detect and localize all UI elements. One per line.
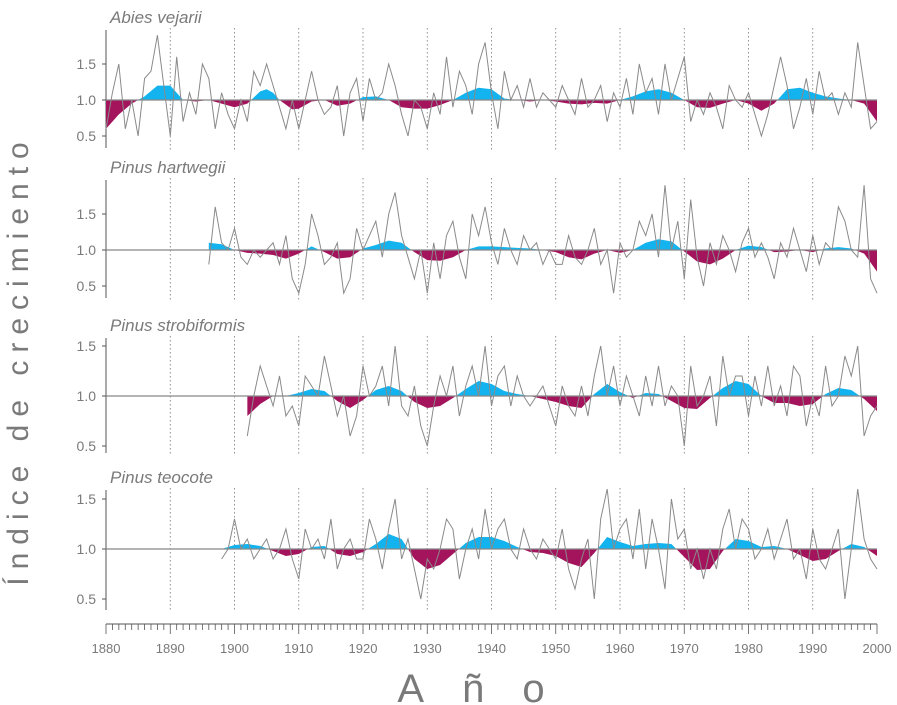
ring-width-index-line (221, 488, 878, 600)
x-tick-label: 1880 (92, 641, 121, 656)
panel-title: Pinus strobiformis (110, 316, 246, 335)
ring-width-index-line (208, 185, 878, 296)
x-tick-label: 1950 (541, 641, 570, 656)
negative-anomaly-area (247, 396, 877, 416)
x-tick-label: 1970 (670, 641, 699, 656)
x-axis-label: Año (397, 667, 582, 705)
panel-3: 0.5 1.0 1.5 Pinus strobiformis (77, 316, 878, 455)
y-tick-label: 0.5 (77, 438, 97, 454)
y-axis-label: Índice de crecimiento (2, 134, 35, 586)
x-tick-label: 1980 (734, 641, 763, 656)
panel-title: Pinus hartwegii (110, 158, 227, 177)
negative-anomaly-area (208, 250, 877, 272)
panel-title: Abies vejarii (109, 8, 203, 27)
ring-width-index-line (105, 35, 878, 138)
y-tick-label: 1.0 (77, 242, 97, 258)
y-tick-label: 1.0 (77, 388, 97, 404)
negative-anomaly-area (106, 100, 877, 129)
panel-title: Pinus teocote (110, 468, 213, 487)
negative-anomaly-area (221, 549, 877, 570)
y-tick-label: 0.5 (77, 278, 97, 294)
y-tick-label: 1.0 (77, 541, 97, 557)
y-tick-label: 1.5 (77, 56, 97, 72)
x-tick-label: 1910 (284, 641, 313, 656)
x-tick-label: 1900 (220, 641, 249, 656)
panel-1: 0.5 1.0 1.5 Abies vejarii (77, 8, 878, 150)
y-tick-label: 1.0 (77, 92, 97, 108)
x-tick-label: 1990 (798, 641, 827, 656)
y-tick-label: 0.5 (77, 591, 97, 607)
x-tick-label: 2000 (863, 641, 892, 656)
panel-2: 0.5 1.0 1.5 Pinus hartwegii (77, 158, 878, 300)
positive-anomaly-area (221, 534, 877, 549)
x-tick-label: 1960 (606, 641, 635, 656)
panel-4: 0.5 1.0 1.5 Pinus teocote (77, 468, 878, 612)
x-tick-label: 1890 (156, 641, 185, 656)
y-tick-label: 1.5 (77, 206, 97, 222)
y-tick-label: 1.5 (77, 491, 97, 507)
x-tick-label: 1940 (477, 641, 506, 656)
x-tick-label: 1920 (349, 641, 378, 656)
y-tick-label: 1.5 (77, 338, 97, 354)
positive-anomaly-area (208, 239, 877, 250)
x-tick-label: 1930 (413, 641, 442, 656)
x-axis: 1880 1890 1900 1910 1920 1930 1940 1950 1960 1970… (92, 623, 892, 705)
y-tick-label: 0.5 (77, 128, 97, 144)
ring-width-index-line (246, 345, 878, 447)
